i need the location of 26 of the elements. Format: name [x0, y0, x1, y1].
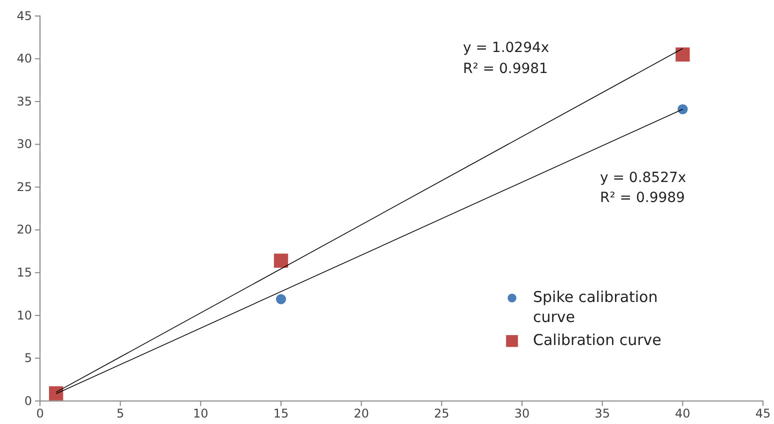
y-tick-label: 20	[16, 222, 32, 237]
y-tick-label: 30	[16, 137, 32, 152]
annotation: R² = 0.9981	[463, 60, 548, 77]
y-tick-label: 35	[16, 94, 32, 108]
x-tick-label: 35	[594, 406, 610, 421]
x-tick-label: 45	[755, 406, 771, 421]
x-tick-label: 10	[193, 406, 208, 421]
y-tick-label: 45	[16, 8, 32, 23]
annotation: y = 1.0294x	[463, 40, 550, 56]
legend-label: Calibration curve	[533, 331, 662, 350]
y-tick-label: 5	[24, 351, 32, 366]
legend-label: Spike calibration curve	[533, 288, 658, 326]
y-tick-label: 0	[24, 394, 32, 408]
x-tick-label: 25	[434, 406, 450, 421]
y-tick-label: 40	[16, 52, 32, 66]
x-tick-label: 15	[273, 406, 289, 421]
annotation: y = 0.8527x	[600, 170, 686, 186]
annotation: R² = 0.9989	[600, 190, 685, 206]
x-tick-label: 20	[354, 406, 369, 421]
x-tick-label: 5	[116, 406, 124, 421]
y-tick-label: 25	[16, 180, 32, 194]
y-tick-label: 10	[16, 308, 32, 322]
x-tick-label: 30	[514, 406, 530, 421]
y-tick-label: 15	[16, 266, 32, 280]
x-tick-label: 40	[675, 406, 690, 421]
x-tick-label: 0	[36, 406, 44, 421]
